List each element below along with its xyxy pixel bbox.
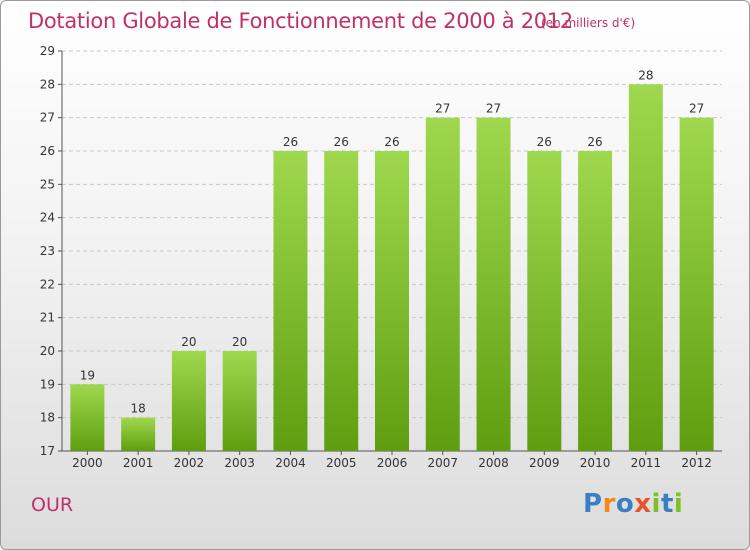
data-labels: 19 18 20 20 26 26 26 27 27 26 26 28 27 — [80, 68, 705, 415]
x-tick-label: 2009 — [529, 456, 560, 470]
y-tick-label: 22 — [40, 277, 55, 291]
bar-2004 — [273, 151, 308, 451]
x-tick-label: 2011 — [631, 456, 662, 470]
data-label: 20 — [181, 335, 196, 349]
data-label: 26 — [587, 135, 602, 149]
x-tick-label: 2010 — [580, 456, 611, 470]
x-tick-label: 2008 — [478, 456, 509, 470]
logo-letter: o — [615, 489, 635, 519]
x-tick-label: 2012 — [681, 456, 712, 470]
y-tick-labels: 17 18 19 20 21 22 23 24 25 26 27 28 29 — [40, 44, 55, 458]
unit-label: (en milliers d'€) — [541, 16, 636, 30]
x-tick-label: 2001 — [123, 456, 154, 470]
logo-letter: x — [634, 489, 652, 519]
logo-letter: P — [583, 489, 603, 519]
bar-2008 — [476, 117, 511, 452]
bars — [70, 84, 714, 452]
data-label: 26 — [283, 135, 298, 149]
y-tick-label: 19 — [40, 377, 55, 391]
y-tick-label: 18 — [40, 411, 55, 425]
data-label: 28 — [638, 68, 653, 82]
data-label: 27 — [435, 102, 450, 116]
bar-2007 — [425, 117, 460, 452]
x-tick-labels: 2000 2001 2002 2003 2004 2005 2006 2007 2008 2009… — [72, 456, 712, 470]
x-tick-label: 2000 — [72, 456, 103, 470]
x-tick-label: 2006 — [377, 456, 408, 470]
y-tick-label: 27 — [40, 111, 55, 125]
y-tick-label: 20 — [40, 344, 55, 358]
data-label: 26 — [384, 135, 399, 149]
y-tick-label: 23 — [40, 244, 55, 258]
logo-letter: t — [660, 489, 674, 519]
logo-letter: r — [602, 489, 616, 519]
x-tick-label: 2004 — [275, 456, 306, 470]
bar-2005 — [324, 151, 359, 451]
data-label: 26 — [537, 135, 552, 149]
bar-2010 — [578, 151, 613, 451]
x-tick-label: 2005 — [326, 456, 357, 470]
data-label: 19 — [80, 368, 95, 382]
logo-letter: i — [673, 489, 684, 519]
chart-title: Dotation Globale de Fonctionnement de 20… — [28, 9, 573, 33]
y-tick-label: 21 — [40, 311, 55, 325]
y-tick-label: 24 — [40, 211, 55, 225]
data-label: 20 — [232, 335, 247, 349]
data-label: 18 — [131, 402, 146, 416]
y-tick-label: 29 — [40, 44, 55, 58]
bar-2011 — [628, 84, 663, 451]
x-tick-label: 2003 — [224, 456, 255, 470]
bar-2002 — [171, 351, 206, 451]
y-tick-label: 17 — [40, 444, 55, 458]
y-tick-label: 28 — [40, 77, 55, 91]
y-tick-label: 26 — [40, 144, 55, 158]
bar-2006 — [375, 151, 409, 451]
proxiti-logo[interactable]: Proxiti — [583, 489, 683, 519]
bar-2012 — [679, 117, 714, 452]
x-tick-label: 2002 — [174, 456, 205, 470]
x-tick-label: 2007 — [427, 456, 458, 470]
y-tick-label: 25 — [40, 177, 55, 191]
data-label: 27 — [486, 102, 501, 116]
commune-name: OUR — [31, 494, 74, 516]
bar-2003 — [222, 351, 257, 451]
bar-2009 — [527, 151, 562, 451]
data-label: 26 — [334, 135, 349, 149]
bar-2000 — [70, 384, 105, 451]
bar-2001 — [121, 417, 156, 451]
logo-letter: i — [651, 489, 661, 519]
data-label: 27 — [689, 102, 704, 116]
